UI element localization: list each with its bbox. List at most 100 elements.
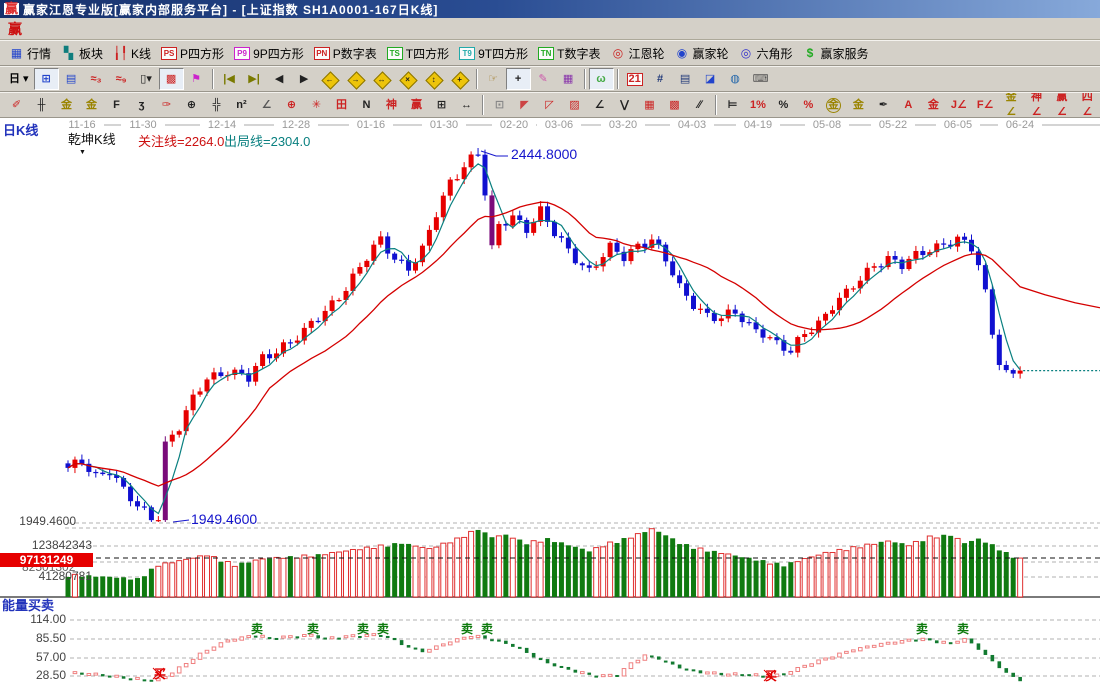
save-button[interactable]: ◪ (698, 68, 723, 90)
parallel-lines-tool[interactable]: ∕∕ (687, 94, 712, 116)
grid-red-tool[interactable]: ▦ (637, 94, 662, 116)
menu-news[interactable] (66, 27, 84, 31)
toolbar-9t-square-button[interactable]: T9 9T四方形 (454, 42, 533, 64)
hatch-box-tool[interactable]: ▨ (562, 94, 587, 116)
gann-all-button[interactable]: + (447, 68, 473, 90)
gann-grid-tool[interactable]: ╫ (29, 94, 54, 116)
span-arrow-tool[interactable]: ↔ (454, 94, 479, 116)
star-grid-tool[interactable]: ✳ (304, 94, 329, 116)
draw-pen-tool[interactable]: ✐ (4, 94, 29, 116)
spiral-tool[interactable]: ʒ (129, 94, 154, 116)
crosshair-button[interactable]: + (505, 68, 531, 90)
percent-line-tool[interactable]: % (796, 94, 821, 116)
box-tool[interactable]: ⊡ (487, 94, 512, 116)
menu-window[interactable] (156, 27, 174, 31)
toolbar-sectors-button[interactable]: ▚ 板块 (56, 42, 108, 64)
a-slash-tool[interactable]: A (896, 94, 921, 116)
gold-circle-tool[interactable]: 金 (821, 94, 846, 116)
toolbar-hexagon-button[interactable]: ◎ 六角形 (734, 42, 798, 64)
menu-formula-stockpick[interactable] (102, 27, 120, 31)
gann-right-button[interactable]: → (343, 68, 369, 90)
smart-analysis-button[interactable]: ω (588, 68, 614, 90)
zigzag-9-button[interactable]: ≈₉ (109, 68, 134, 90)
kline-chart-canvas[interactable]: 11-16 11-30 12-14 12-28 01-16 01-30 02-20 03-06… (0, 118, 1100, 693)
angle-lines-tool[interactable]: ∠ (587, 94, 612, 116)
menu-settings[interactable] (120, 27, 138, 31)
gann-left-button[interactable]: ← (317, 68, 343, 90)
gold-grid2-tool[interactable]: 金 (79, 94, 104, 116)
percent-tool[interactable]: % (771, 94, 796, 116)
menu-gann[interactable] (84, 27, 102, 31)
gold-line-tool[interactable]: 金 (846, 94, 871, 116)
gann-h-button[interactable]: ↔ (369, 68, 395, 90)
notes-button[interactable]: ▤ (673, 68, 698, 90)
gold-angle-tool[interactable]: 金∠ (998, 93, 1023, 117)
next-bar-button[interactable]: ▶ (292, 68, 317, 90)
shen-grid-tool[interactable]: 神 (379, 94, 404, 116)
go-last-button[interactable]: ▶| (242, 68, 267, 90)
volume-axis-low-label: 41280781 (38, 569, 92, 583)
menu-trade-entrust[interactable] (174, 27, 192, 31)
prev-bar-button[interactable]: ◀ (267, 68, 292, 90)
wave-mark-tool[interactable]: N (354, 94, 379, 116)
toolbar-winner-wheel-button[interactable]: ◉ 赢家轮 (669, 42, 733, 64)
toolbar-kline-button[interactable]: ╽╿ K线 (108, 42, 156, 64)
win-grid-tool[interactable]: 赢 (404, 94, 429, 116)
number-grid-tool[interactable]: ⊞ (429, 94, 454, 116)
calendar-button[interactable]: 21 (622, 68, 648, 90)
ink-pen-tool[interactable]: ✒ (871, 94, 896, 116)
gann-cross-button[interactable]: × (395, 68, 421, 90)
candle-style-dropdown[interactable]: ▯▾ (134, 68, 159, 90)
go-first-button[interactable]: |◀ (217, 68, 242, 90)
network-button[interactable]: ◍ (723, 68, 748, 90)
remote-button[interactable]: ⌨ (748, 68, 774, 90)
v-dots-tool[interactable]: ⋁ (612, 94, 637, 116)
f-angle-tool[interactable]: F∠ (972, 94, 999, 116)
chevron-down-icon[interactable]: ▼ (79, 149, 86, 156)
levels-tool[interactable]: ⊨ (720, 94, 745, 116)
circle-cross-tool[interactable]: ⊕ (279, 94, 304, 116)
toolbar-service-button[interactable]: $ 赢家服务 (798, 42, 874, 64)
menu-file[interactable] (30, 27, 48, 31)
shen-angle-tool[interactable]: 神∠ (1024, 93, 1049, 117)
period-day-dropdown[interactable]: 日 ▾ (4, 68, 34, 90)
grid-dense-tool[interactable]: ▩ (662, 94, 687, 116)
flag-levels-button[interactable]: ⚑ (184, 68, 209, 90)
pan-hand-button[interactable]: ☞ (481, 68, 506, 90)
four-angle-tool[interactable]: 四∠ (1075, 93, 1100, 117)
grid-window-button[interactable]: ▦ (556, 68, 581, 90)
chart-layout-button[interactable]: ⊞ (33, 68, 59, 90)
toolbar-p-table-button[interactable]: PN P数字表 (309, 42, 382, 64)
pattern-button[interactable]: ▩ (158, 68, 184, 90)
gold-grid-tool[interactable]: 金 (54, 94, 79, 116)
angle-fan-tool[interactable]: ∠ (254, 94, 279, 116)
square-grid-tool[interactable]: 田 (329, 94, 354, 116)
t-percent-tool[interactable]: 1% (745, 94, 771, 116)
comb-tool[interactable]: ╬ (204, 94, 229, 116)
time-circle-tool[interactable]: ⊕ (179, 94, 204, 116)
fibonacci-grid-tool[interactable]: F (104, 94, 129, 116)
gold-red-tool[interactable]: 金 (921, 94, 946, 116)
annotate-button[interactable]: ✎ (531, 68, 556, 90)
fan-box-tool[interactable]: ◸ (537, 94, 562, 116)
toolbar-9p-square-button[interactable]: P9 9P四方形 (229, 42, 309, 64)
toolbar-separator (715, 95, 717, 115)
j-angle-tool[interactable]: J∠ (946, 94, 972, 116)
menu-tools[interactable] (138, 27, 156, 31)
toolbar-t-table-button[interactable]: TN T数字表 (533, 42, 605, 64)
toolbar-gann-wheel-button[interactable]: ◎ 江恩轮 (605, 42, 669, 64)
menu-browse[interactable] (48, 27, 66, 31)
info-panel-button[interactable]: ▤ (59, 68, 84, 90)
marker-pen-tool[interactable]: ✑ (154, 94, 179, 116)
n-square-tool[interactable]: n² (229, 94, 254, 116)
toolbar-quotes-button[interactable]: ▦ 行情 (4, 42, 56, 64)
toolbar-p-square-button[interactable]: PS P四方形 (156, 42, 229, 64)
qiankun-kline-selector[interactable]: 乾坤K线 (68, 132, 116, 147)
zigzag-3-button[interactable]: ≈₃ (84, 68, 109, 90)
win-angle-tool[interactable]: 赢∠ (1049, 93, 1074, 117)
toolbar-t-square-button[interactable]: TS T四方形 (382, 42, 454, 64)
fan-lines-tool[interactable]: ◤ (512, 94, 537, 116)
menu-help[interactable] (192, 27, 210, 31)
calculator-button[interactable]: # (648, 68, 673, 90)
gann-v-button[interactable]: ↕ (421, 68, 447, 90)
